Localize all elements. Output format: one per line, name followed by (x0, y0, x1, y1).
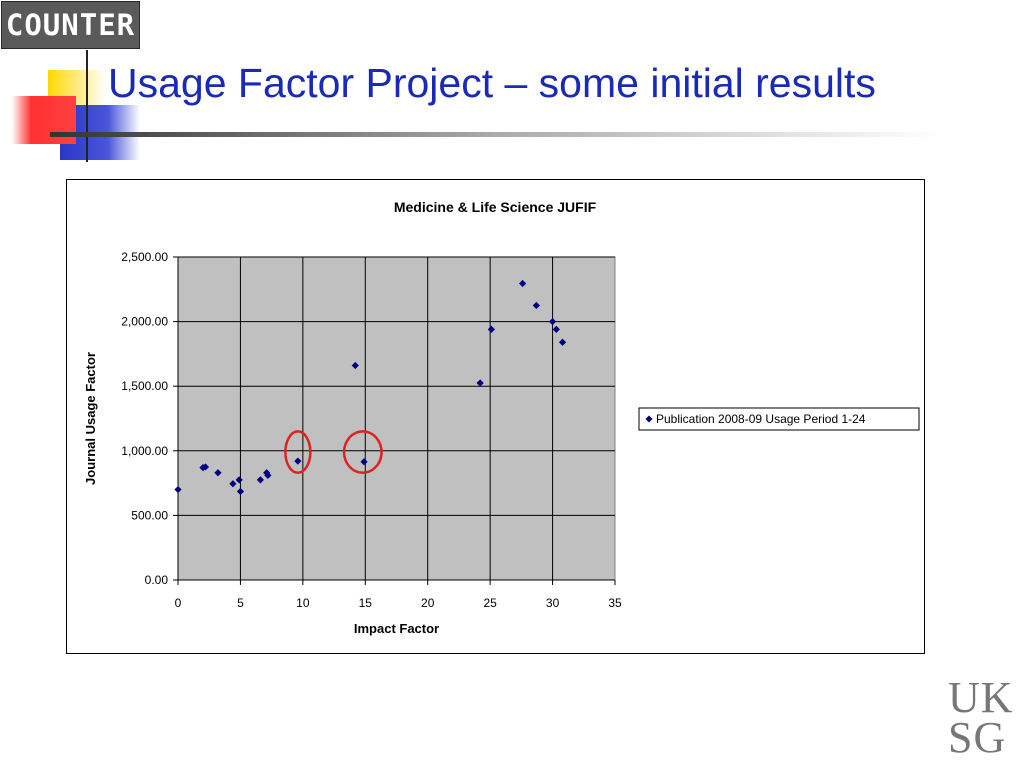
counter-logo: COUNTER (1, 1, 140, 49)
slide-title: Usage Factor Project – some initial resu… (108, 60, 876, 106)
data-point (229, 480, 237, 488)
title-underline (50, 132, 940, 137)
x-tick-label: 30 (546, 596, 560, 610)
y-tick-label: 500.00 (131, 508, 168, 522)
x-tick-label: 35 (608, 596, 622, 610)
highlight-ellipse (284, 430, 312, 475)
data-point (263, 469, 271, 477)
uksg-logo-line1: UK (948, 673, 1014, 722)
y-tick-label: 2,000.00 (121, 315, 168, 329)
tick-labels: 0.00 500.00 1,000.00 1,500.00 2,000.00 2,500.… (121, 250, 622, 610)
y-tick-label: 2,500.00 (121, 250, 168, 264)
data-point (201, 463, 210, 471)
legend-box (638, 407, 920, 431)
data-point (174, 485, 182, 494)
uksg-logo: UK SG (948, 673, 1014, 762)
legend: Publication 2008-09 Usage Period 1-24 (638, 407, 920, 431)
x-axis-label: Impact Factor (354, 621, 439, 636)
x-tick-label: 5 (237, 596, 244, 610)
data-point (235, 476, 243, 484)
y-axis-label: Journal Usage Factor (83, 352, 98, 485)
data-point (236, 487, 245, 496)
y-tick-label: 0.00 (145, 573, 169, 587)
x-tick-label: 15 (359, 596, 373, 610)
chart-container: Medicine & Life Science JUFIF 0.00 500.00… (66, 179, 925, 654)
y-tick-label: 1,000.00 (121, 444, 168, 458)
plot-area (177, 256, 616, 581)
highlight-circles (284, 430, 383, 475)
counter-logo-text: COUNTER (5, 8, 136, 42)
x-tick-label: 25 (483, 596, 497, 610)
data-point (256, 476, 265, 484)
data-point (360, 458, 368, 466)
data-point (558, 338, 567, 346)
data-point (532, 301, 540, 310)
uksg-logo-line2: SG (948, 713, 1007, 762)
legend-marker-diamond (645, 415, 653, 423)
data-point (294, 457, 302, 465)
data-point (552, 325, 560, 333)
data-point (214, 469, 222, 477)
data-point (487, 325, 495, 333)
y-tick-label: 1,500.00 (121, 379, 168, 393)
scatter-chart: Medicine & Life Science JUFIF 0.00500.00… (83, 199, 920, 636)
data-point (548, 318, 557, 326)
axes (173, 256, 616, 585)
x-tick-label: 20 (421, 596, 435, 610)
legend-entry: Publication 2008-09 Usage Period 1-24 (656, 412, 866, 426)
data-point (264, 471, 272, 479)
x-tick-label: 0 (175, 596, 182, 610)
highlight-ellipse (342, 430, 383, 475)
chart-title: Medicine & Life Science JUFIF (394, 199, 597, 215)
x-tick-label: 10 (296, 596, 310, 610)
